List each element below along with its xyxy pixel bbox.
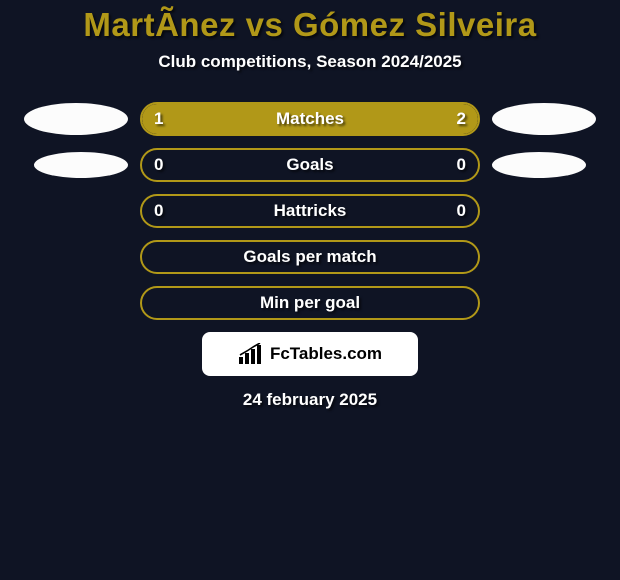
left-badge [34,152,128,178]
stat-row: 00Hattricks [0,194,620,228]
stat-bar: Min per goal [140,286,480,320]
stat-row: Min per goal [0,286,620,320]
brand-text: FcTables.com [270,344,382,364]
brand-box: FcTables.com [202,332,418,376]
stat-label: Goals [142,155,478,175]
brand-chart-icon [238,343,264,365]
stat-label: Matches [142,109,478,129]
left-badge [24,103,128,135]
right-spacer [492,303,596,304]
stats-table: 12Matches 00Goals 00Hattricks Goals per mat… [0,102,620,320]
right-badge [492,152,586,178]
left-spacer [24,257,128,258]
stat-label: Hattricks [142,201,478,221]
stat-row: 12Matches [0,102,620,136]
left-spacer [24,303,128,304]
stat-bar: Goals per match [140,240,480,274]
stat-row: Goals per match [0,240,620,274]
stat-bar: 00Goals [140,148,480,182]
stat-label: Min per goal [142,293,478,313]
right-spacer [492,257,596,258]
comparison-card: MartÃ­nez vs Gómez Silveira Club competi… [0,0,620,580]
stat-label: Goals per match [142,247,478,267]
stat-row: 00Goals [0,148,620,182]
right-badge [492,103,596,135]
page-title: MartÃ­nez vs Gómez Silveira [0,6,620,44]
stat-bar: 12Matches [140,102,480,136]
date-line: 24 february 2025 [0,390,620,410]
stat-bar: 00Hattricks [140,194,480,228]
left-spacer [24,211,128,212]
page-subtitle: Club competitions, Season 2024/2025 [0,52,620,72]
right-spacer [492,211,596,212]
